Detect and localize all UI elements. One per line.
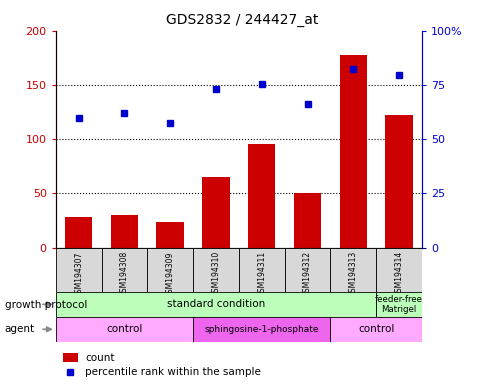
Text: control: control: [106, 324, 142, 334]
Bar: [110, 215, 138, 248]
Bar: [193, 317, 330, 342]
Text: GSM194307: GSM194307: [74, 251, 83, 298]
Text: feeder-free
Matrigel: feeder-free Matrigel: [374, 295, 422, 314]
Bar: [156, 222, 183, 248]
Text: GSM194312: GSM194312: [302, 251, 311, 297]
Bar: [56, 317, 193, 342]
Text: GSM194309: GSM194309: [166, 251, 174, 298]
Bar: [339, 55, 366, 248]
Bar: [238, 248, 284, 292]
Text: GDS2832 / 244427_at: GDS2832 / 244427_at: [166, 13, 318, 27]
Bar: [293, 194, 320, 248]
Bar: [56, 248, 101, 292]
Text: GSM194314: GSM194314: [394, 251, 403, 298]
Text: GSM194313: GSM194313: [348, 251, 357, 298]
Text: percentile rank within the sample: percentile rank within the sample: [85, 367, 260, 377]
Bar: [63, 353, 77, 362]
Text: growth protocol: growth protocol: [5, 300, 87, 310]
Bar: [202, 177, 229, 248]
Bar: [65, 217, 92, 248]
Text: count: count: [85, 353, 114, 362]
Bar: [330, 248, 376, 292]
Bar: [56, 292, 376, 317]
Bar: [147, 248, 193, 292]
Text: GSM194311: GSM194311: [257, 251, 266, 297]
Bar: [193, 248, 238, 292]
Bar: [330, 317, 421, 342]
Bar: [384, 115, 412, 248]
Bar: [376, 248, 421, 292]
Bar: [247, 144, 275, 248]
Text: standard condition: standard condition: [166, 299, 265, 310]
Bar: [101, 248, 147, 292]
Bar: [284, 248, 330, 292]
Text: GSM194310: GSM194310: [211, 251, 220, 298]
Text: sphingosine-1-phosphate: sphingosine-1-phosphate: [204, 325, 318, 334]
Text: agent: agent: [5, 324, 35, 334]
Bar: [376, 292, 421, 317]
Text: GSM194308: GSM194308: [120, 251, 129, 298]
Text: control: control: [357, 324, 393, 334]
